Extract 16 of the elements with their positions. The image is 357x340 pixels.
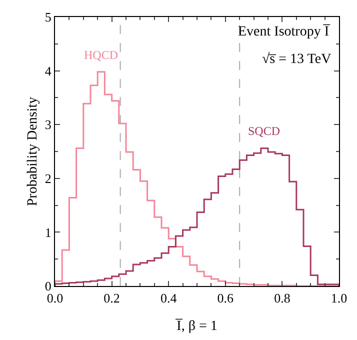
y-tick-label: 5 <box>44 10 52 25</box>
x-tick-label: 0.8 <box>274 290 290 306</box>
y-tick-label: 2 <box>44 170 52 186</box>
x-tick-label: 1.0 <box>330 290 348 306</box>
y-tick-label: 4 <box>44 63 52 78</box>
annotation: Event Isotropy I̅ <box>238 24 331 40</box>
x-axis-title: I̅, β = 1 <box>175 318 218 334</box>
x-tick-label: 0.6 <box>217 290 234 306</box>
y-tick-label: 3 <box>44 117 52 132</box>
y-tick-label: 1 <box>44 224 52 240</box>
y-axis-title: Probability Density <box>26 96 40 206</box>
series-label: HQCD <box>84 48 118 62</box>
x-tick-label: 0.4 <box>160 290 178 306</box>
series-label: SQCD <box>248 124 280 138</box>
annotation: √s̅ = 13 TeV <box>262 51 332 67</box>
x-tick-label: 0.2 <box>104 290 120 306</box>
